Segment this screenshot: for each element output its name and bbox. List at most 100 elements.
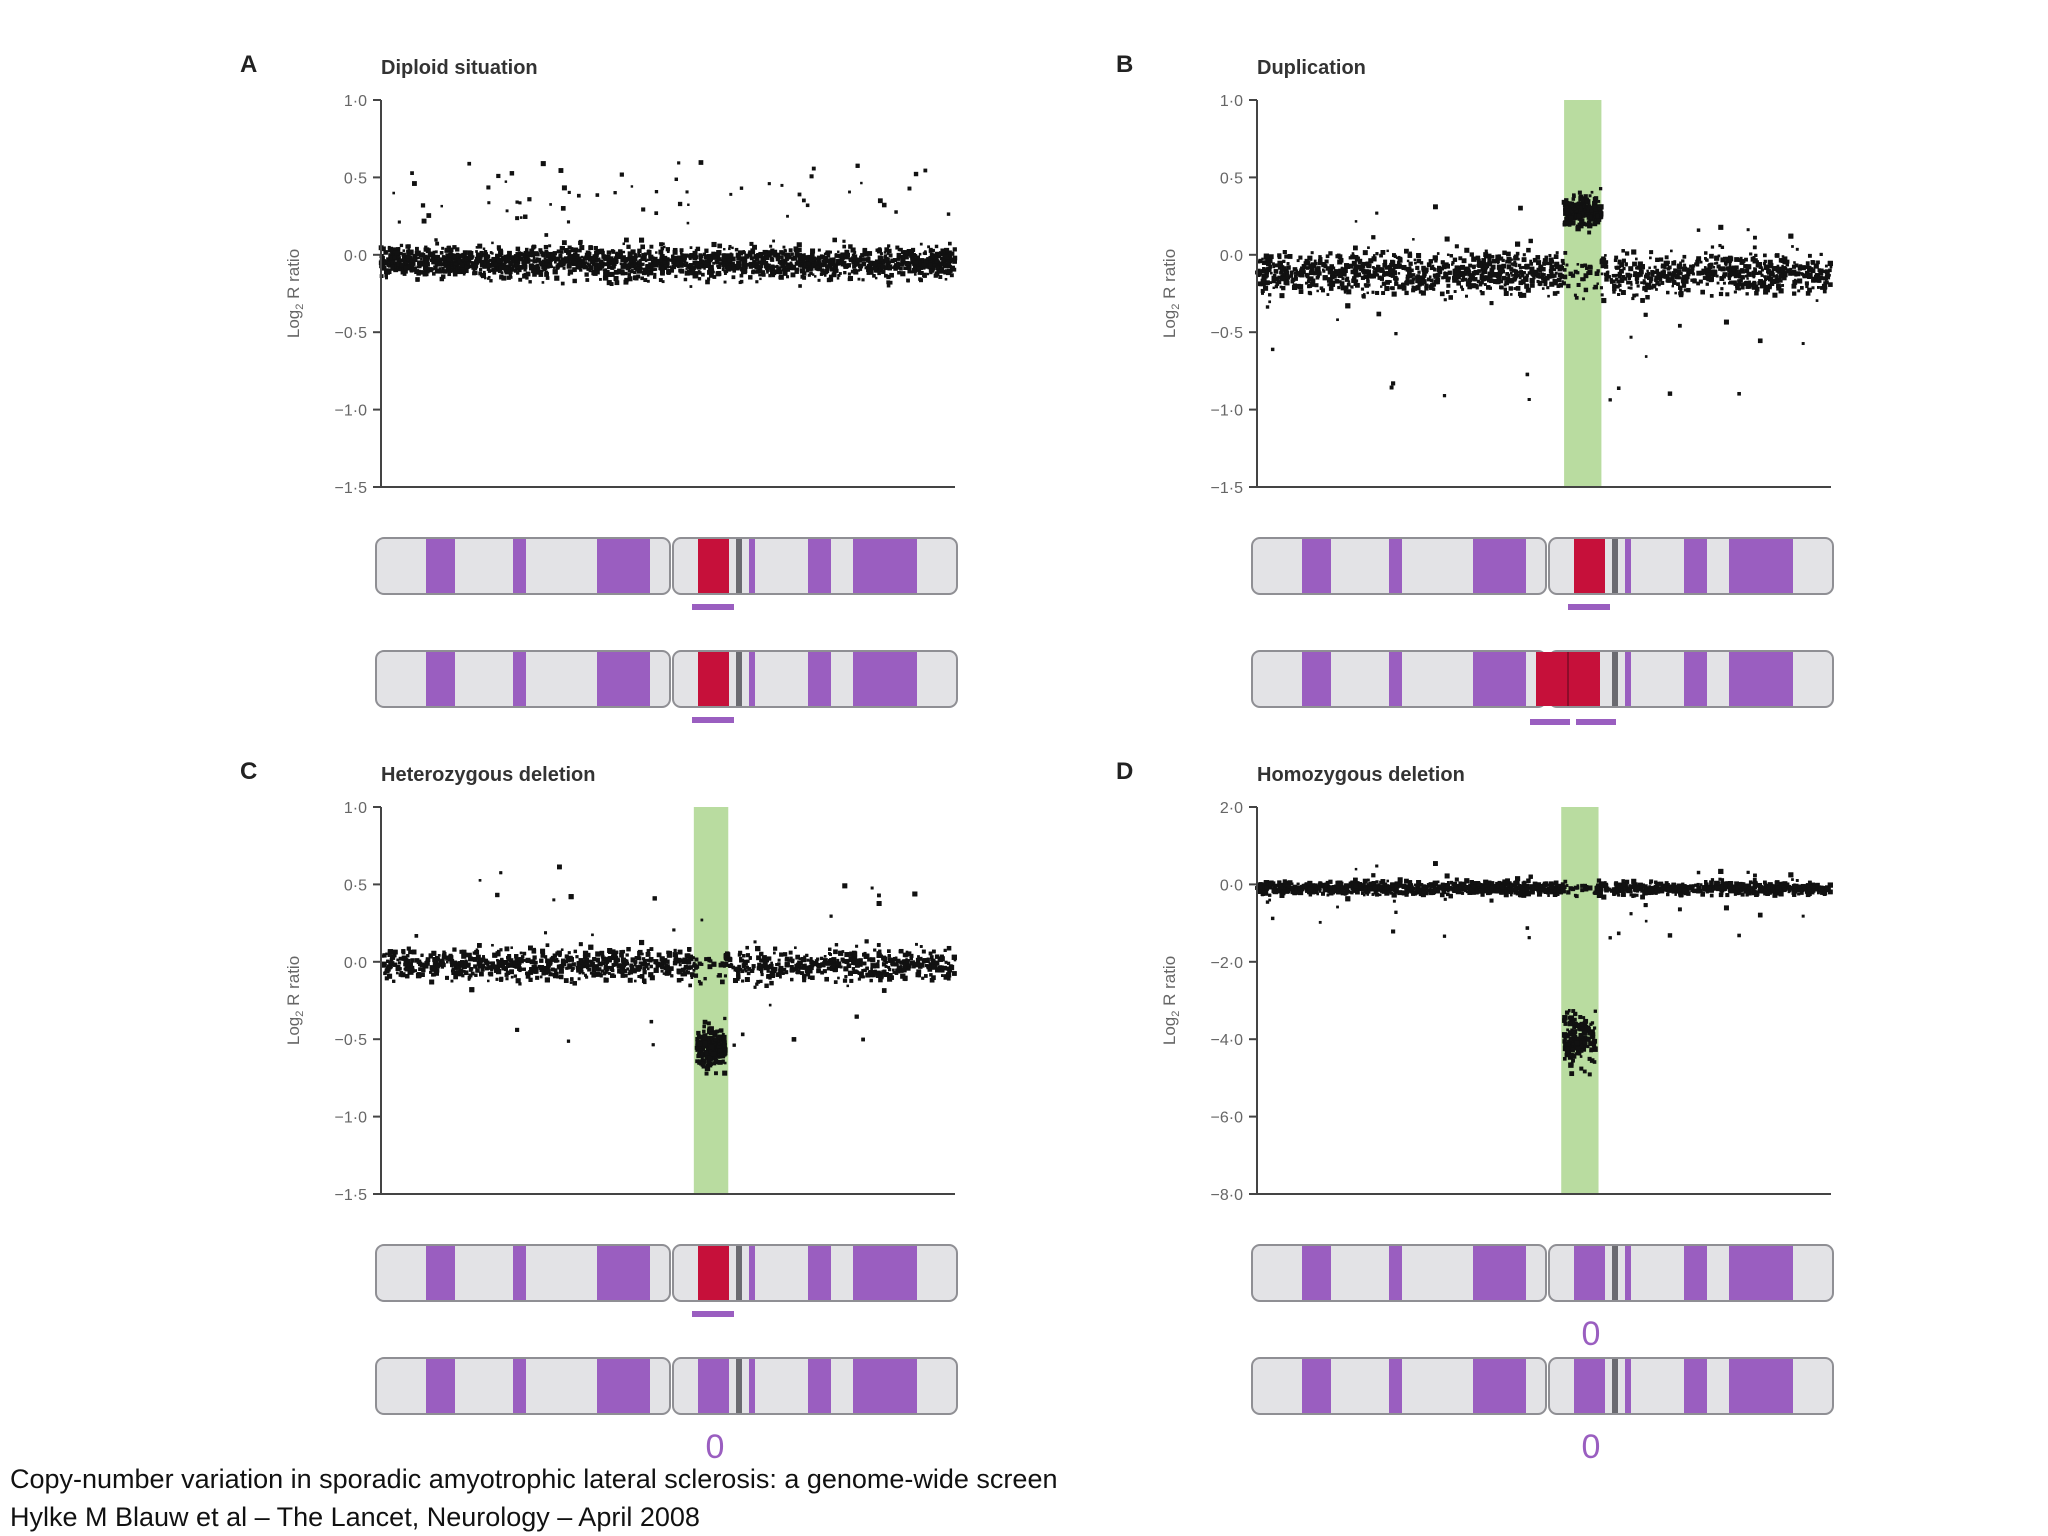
data-point <box>636 266 640 270</box>
data-point <box>559 245 564 250</box>
data-point <box>1737 279 1741 283</box>
data-point <box>825 258 831 264</box>
data-point <box>1791 269 1797 275</box>
data-point <box>473 271 478 276</box>
data-point <box>929 270 933 275</box>
data-point <box>574 249 578 253</box>
data-point <box>1327 283 1331 287</box>
data-point <box>1791 283 1797 289</box>
data-point <box>872 274 876 278</box>
data-point <box>1682 283 1687 288</box>
data-point <box>570 247 574 250</box>
data-point <box>1504 280 1510 286</box>
data-point <box>1509 271 1513 275</box>
data-point <box>392 191 396 195</box>
data-point <box>662 245 666 249</box>
data-point <box>744 265 748 269</box>
data-point <box>1422 274 1427 278</box>
data-point <box>721 267 725 272</box>
data-point <box>1667 271 1672 276</box>
data-point <box>822 255 828 261</box>
data-point <box>786 263 791 269</box>
y-axis-label-rest: R ratio <box>1160 249 1179 304</box>
region-point <box>1586 214 1593 220</box>
data-point <box>495 253 499 258</box>
data-point <box>776 252 781 258</box>
data-point <box>535 264 540 269</box>
data-point <box>605 269 610 275</box>
chromosome-band <box>808 539 831 593</box>
data-point <box>950 251 955 256</box>
data-point <box>780 183 784 187</box>
data-point <box>632 256 638 262</box>
data-point <box>449 247 454 252</box>
data-point <box>544 233 549 237</box>
data-point <box>545 276 550 280</box>
data-point <box>1596 282 1599 285</box>
data-point <box>613 258 618 262</box>
data-point <box>641 270 647 276</box>
data-point <box>697 277 702 281</box>
data-point <box>703 976 707 981</box>
data-point <box>641 255 647 261</box>
data-point <box>1558 282 1564 288</box>
data-point <box>549 203 552 206</box>
data-point <box>866 263 870 267</box>
data-point <box>542 252 545 255</box>
data-point <box>1709 262 1714 267</box>
data-point <box>714 251 719 256</box>
region-point <box>1587 204 1592 209</box>
data-point <box>1361 268 1366 273</box>
data-point <box>1408 266 1412 269</box>
data-point <box>904 255 909 259</box>
data-point <box>940 267 945 272</box>
data-point <box>1314 283 1319 288</box>
data-point <box>732 977 739 984</box>
data-point <box>1492 272 1498 278</box>
y-tick-label: −0·5 <box>335 325 368 342</box>
copy-marker <box>1576 719 1616 725</box>
data-point <box>1412 238 1415 241</box>
data-point <box>482 247 486 250</box>
data-point <box>1487 279 1491 283</box>
data-point <box>1681 281 1685 285</box>
data-point <box>658 249 664 255</box>
data-point <box>432 272 436 276</box>
data-point <box>1665 279 1669 283</box>
data-point <box>947 250 952 255</box>
data-point <box>729 192 733 196</box>
data-point <box>758 273 762 277</box>
y-axis-label-base: Log <box>284 310 303 338</box>
data-point <box>1679 289 1683 293</box>
data-point <box>532 259 538 264</box>
data-point <box>1277 253 1282 258</box>
data-point <box>1479 260 1483 265</box>
data-point <box>794 269 799 274</box>
data-point <box>1768 278 1771 282</box>
data-point <box>901 258 905 263</box>
data-point <box>1469 275 1475 281</box>
data-point <box>1444 236 1450 242</box>
data-point <box>1391 291 1397 297</box>
data-point <box>471 267 475 270</box>
data-point <box>1417 270 1421 274</box>
data-point <box>1371 256 1377 262</box>
data-point <box>482 261 487 266</box>
data-point <box>380 256 385 261</box>
data-point <box>900 271 906 277</box>
data-point <box>1429 266 1434 271</box>
data-point <box>943 252 947 256</box>
data-point <box>1542 273 1546 277</box>
data-point <box>1720 245 1725 249</box>
data-point <box>439 251 444 255</box>
data-point <box>1629 286 1633 290</box>
data-point <box>877 198 883 204</box>
data-point <box>1352 276 1357 281</box>
data-point <box>1363 293 1366 296</box>
data-point <box>1805 291 1811 296</box>
data-point <box>566 220 571 224</box>
data-point <box>703 254 709 260</box>
data-point <box>1725 266 1731 271</box>
data-point <box>661 280 665 284</box>
region-point <box>1578 223 1584 229</box>
